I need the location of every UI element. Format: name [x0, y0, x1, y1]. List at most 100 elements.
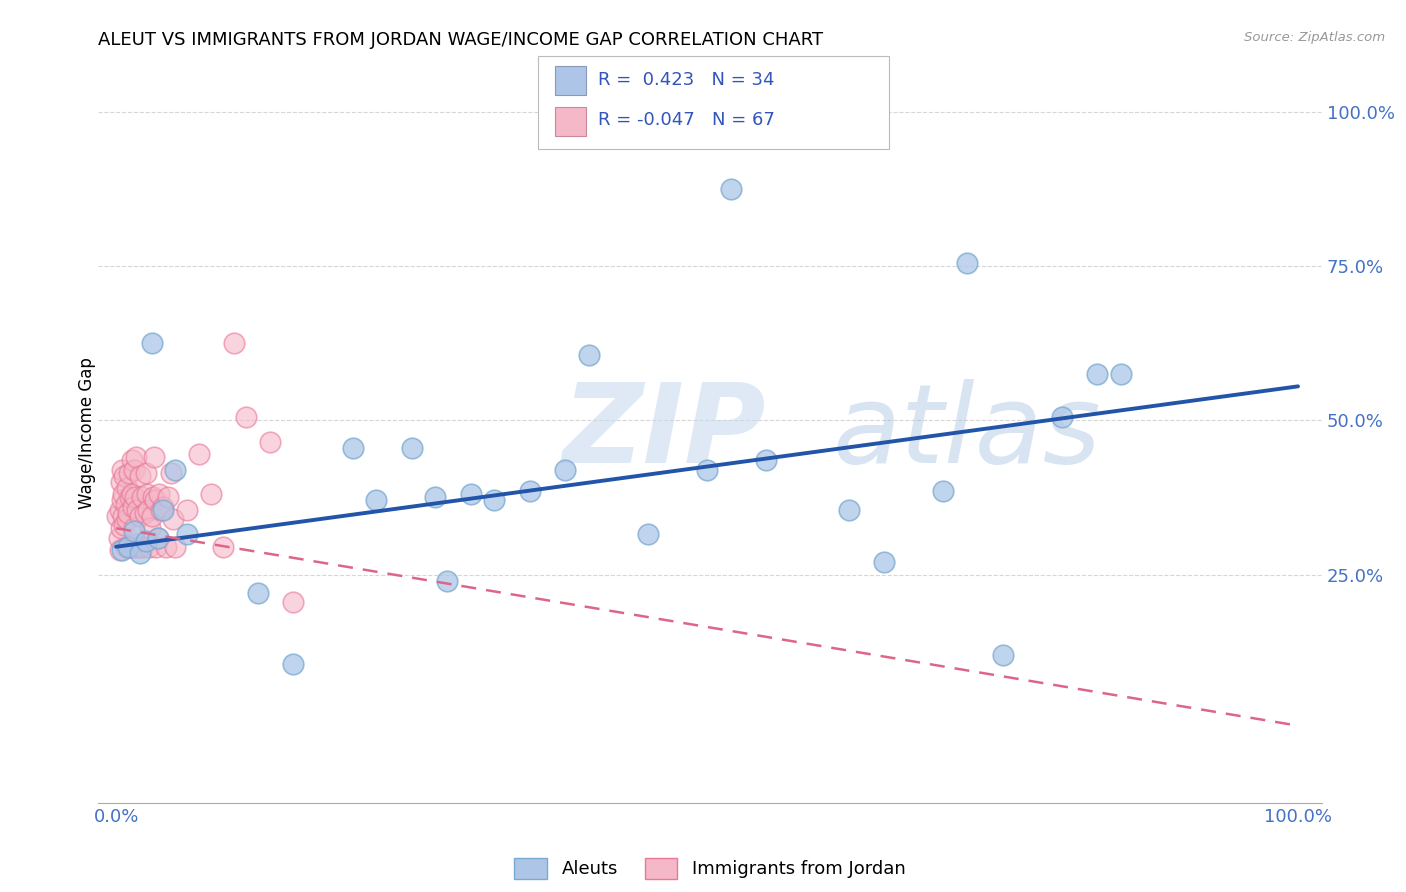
Point: [873, 555, 896, 569]
Point: [114, 540, 136, 554]
Point: [112, 487, 135, 501]
Point: [118, 466, 141, 480]
Point: [956, 256, 979, 270]
Point: [112, 518, 135, 533]
Point: [110, 475, 132, 489]
Point: [145, 540, 167, 554]
Point: [121, 487, 143, 501]
Point: [121, 540, 143, 554]
Point: [107, 531, 129, 545]
Point: [124, 491, 146, 505]
Point: [132, 540, 155, 554]
Point: [120, 491, 142, 505]
Point: [134, 506, 156, 520]
Point: [128, 546, 150, 560]
Point: [460, 487, 482, 501]
Point: [157, 491, 180, 505]
Point: [578, 349, 600, 363]
Point: [554, 463, 576, 477]
Point: [159, 466, 181, 480]
Text: ALEUT VS IMMIGRANTS FROM JORDAN WAGE/INCOME GAP CORRELATION CHART: ALEUT VS IMMIGRANTS FROM JORDAN WAGE/INC…: [98, 31, 824, 49]
Legend: Aleuts, Immigrants from Jordan: Aleuts, Immigrants from Jordan: [515, 858, 905, 879]
Point: [1109, 367, 1132, 381]
Text: R =  0.423   N = 34: R = 0.423 N = 34: [598, 71, 775, 89]
Point: [755, 453, 778, 467]
Point: [187, 447, 209, 461]
Point: [401, 441, 423, 455]
Point: [111, 463, 134, 477]
Text: R = -0.047   N = 67: R = -0.047 N = 67: [598, 112, 775, 129]
Point: [121, 500, 143, 514]
Point: [125, 450, 148, 465]
Point: [114, 497, 136, 511]
Point: [150, 502, 173, 516]
Point: [143, 493, 166, 508]
Point: [200, 487, 222, 501]
Point: [108, 502, 131, 516]
Point: [224, 336, 246, 351]
Point: [155, 540, 177, 554]
Point: [146, 531, 169, 545]
Point: [283, 595, 305, 609]
Point: [366, 493, 388, 508]
Point: [436, 574, 458, 588]
Point: [148, 487, 170, 501]
Point: [105, 508, 128, 523]
Point: [165, 540, 187, 554]
Point: [117, 506, 139, 520]
Point: [165, 463, 187, 477]
Point: [117, 540, 139, 554]
Point: [112, 468, 135, 483]
Point: [125, 537, 148, 551]
Text: Source: ZipAtlas.com: Source: ZipAtlas.com: [1244, 31, 1385, 45]
Point: [124, 540, 146, 554]
Point: [425, 491, 447, 505]
Point: [131, 491, 153, 505]
Point: [838, 502, 860, 516]
Point: [162, 512, 184, 526]
Point: [129, 540, 152, 554]
Point: [146, 531, 169, 545]
Point: [1085, 367, 1108, 381]
Point: [141, 336, 163, 351]
Point: [246, 586, 269, 600]
Point: [122, 521, 145, 535]
Point: [143, 450, 166, 465]
Point: [176, 502, 198, 516]
Point: [283, 657, 305, 671]
Point: [110, 521, 132, 535]
Point: [1050, 410, 1073, 425]
Point: [139, 521, 162, 535]
Point: [235, 410, 257, 425]
Point: [138, 540, 160, 554]
Point: [127, 502, 149, 516]
Point: [122, 463, 145, 477]
Point: [135, 466, 157, 480]
Point: [696, 463, 718, 477]
Point: [135, 533, 157, 548]
Point: [122, 524, 145, 539]
Point: [128, 468, 150, 483]
Point: [117, 540, 139, 554]
Point: [637, 527, 659, 541]
Point: [108, 542, 131, 557]
Point: [720, 182, 742, 196]
Point: [128, 508, 150, 523]
Point: [259, 434, 281, 449]
Point: [519, 484, 541, 499]
Point: [176, 527, 198, 541]
Point: [932, 484, 955, 499]
Point: [211, 540, 233, 554]
Point: [141, 508, 163, 523]
Point: [111, 493, 134, 508]
Point: [342, 441, 364, 455]
Point: [111, 542, 134, 557]
Point: [991, 648, 1014, 662]
Point: [152, 500, 174, 514]
Point: [112, 508, 135, 523]
Text: atlas: atlas: [832, 379, 1101, 486]
Point: [115, 481, 138, 495]
Point: [121, 453, 143, 467]
Point: [115, 512, 138, 526]
Text: ZIP: ZIP: [564, 379, 766, 486]
